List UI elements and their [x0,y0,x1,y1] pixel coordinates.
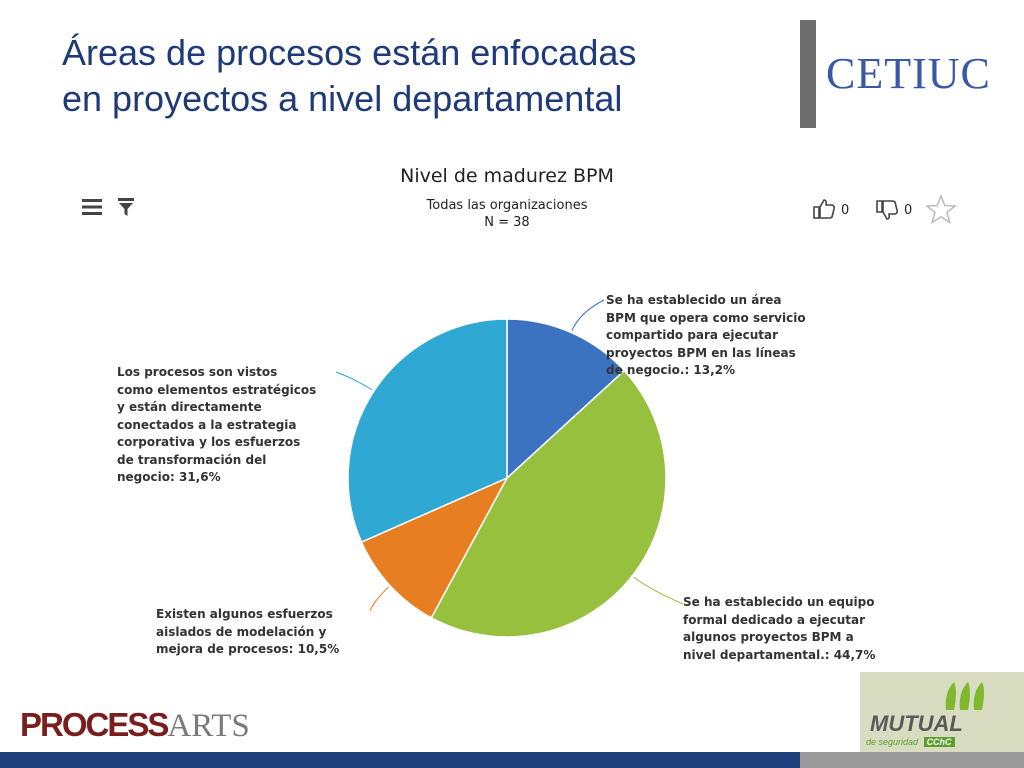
star-icon[interactable] [925,194,957,224]
slice-label-esfuerzos-aislados-line: aislados de modelación y [156,624,327,639]
slice-label-procesos-estrategicos-line: corporativa y los esfuerzos [117,435,301,449]
like-count: 0 [841,203,850,218]
chart-subtitle-line-2: N = 38 [484,215,530,230]
mutual-logo-text: MUTUAL [870,711,963,736]
chart-title: Nivel de madurez BPM [400,165,614,187]
footer-bar-blue [0,752,800,768]
slice-label-area-bpm-line: proyectos BPM en las líneas [606,345,796,360]
processarts-logo: PROCESSARTS [20,706,250,745]
cetiuc-logo: CETIUC [826,49,991,98]
pie-slice-area-bpm-leader-line [571,299,605,331]
chart-subtitle-line-1: Todas las organizaciones [426,198,588,213]
slice-label-esfuerzos-aislados-line: mejora de procesos: 10,5% [156,642,340,656]
slice-label-equipo-formal-line: formal dedicado a ejecutar [683,612,866,627]
chart-subtitle: Todas las organizaciones N = 38 [300,197,714,231]
slice-label-equipo-formal-line: Se ha establecido un equipo [683,595,875,609]
pie-slice-area-bpm[interactable] [506,318,626,480]
mutual-logo-mark [945,682,984,710]
slice-label-procesos-estrategicos-line: Los procesos son vistos [117,365,278,379]
pie-slice-procesos-estrategicos-leader-line [335,371,373,391]
thumbs-up-icon[interactable] [812,197,838,221]
pie-slice-equipo-formal[interactable] [430,369,667,638]
slice-label-procesos-estrategicos-line: conectados a la estrategia [117,417,297,432]
filter-icon[interactable] [116,196,136,218]
slice-label-area-bpm-line: de negocio.: 13,2% [606,363,736,377]
slice-label-equipo-formal-line: algunos proyectos BPM a [683,630,854,644]
slice-label-procesos-estrategicos: Los procesos son vistos como elementos e… [117,364,316,487]
slice-label-esfuerzos-aislados-line: Existen algunos esfuerzos [156,607,333,621]
slice-label-area-bpm-line: Se ha establecido un área [606,293,782,307]
slice-label-procesos-estrategicos-line: de transformación del [117,452,267,467]
slide-title: Áreas de procesos están enfocadas en pro… [62,30,762,122]
slide-title-line-2: en proyectos a nivel departamental [62,78,623,119]
dislike-count: 0 [904,203,913,218]
pie-slice-procesos-estrategicos[interactable] [347,318,508,544]
slice-label-esfuerzos-aislados: Existen algunos esfuerzos aislados de mo… [156,606,339,659]
thumbs-down-icon[interactable] [875,198,901,222]
footer-bar-grey [800,752,1024,768]
slice-label-area-bpm-line: compartido para ejecutar [606,328,779,342]
mutual-logo-subtext: de seguridad CChC [866,737,955,747]
slice-label-procesos-estrategicos-line: negocio: 31,6% [117,470,221,484]
pie-slice-esfuerzos-aislados-leader-line [369,586,389,612]
processarts-logo-bold: PROCESS [20,706,169,743]
slice-label-procesos-estrategicos-line: como elementos estratégicos [117,382,317,397]
processarts-logo-light: ARTS [167,708,250,744]
cetiuc-logo-bar [800,20,816,128]
slice-label-equipo-formal-line: nivel departamental.: 44,7% [683,647,876,662]
mutual-logo-badge: CChC [923,737,955,747]
mutual-logo-sub: de seguridad [866,737,919,747]
slice-label-equipo-formal: Se ha establecido un equipo formal dedic… [683,594,875,664]
pie-slice-equipo-formal-leader-line [633,576,684,605]
slice-label-area-bpm-line: BPM que opera como servicio [606,310,806,325]
slice-label-procesos-estrategicos-line: y están directamente [117,400,262,414]
pie-slice-esfuerzos-aislados[interactable] [360,476,509,619]
slice-label-area-bpm: Se ha establecido un área BPM que opera … [606,292,806,380]
slide-title-line-1: Áreas de procesos están enfocadas [62,32,637,73]
menu-icon[interactable] [80,197,104,217]
